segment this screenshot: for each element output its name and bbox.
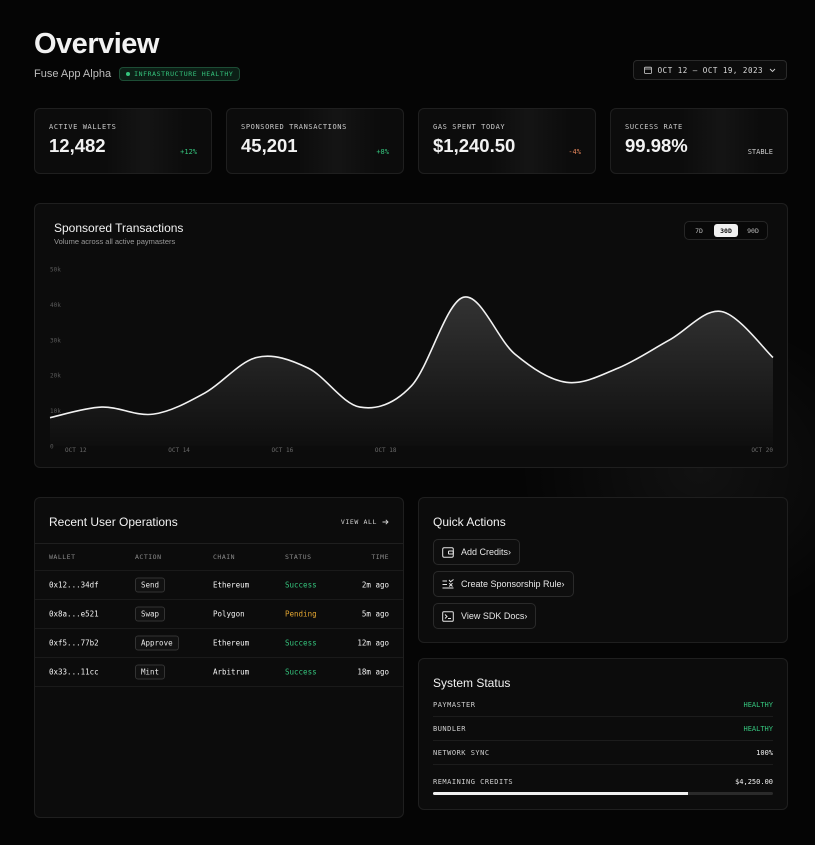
date-range-label: OCT 12 — OCT 19, 2023 [657, 65, 763, 75]
y-tick-label: 10k [50, 408, 61, 415]
stat-value: 45,201 [241, 135, 298, 156]
range-7d[interactable]: 7D [695, 226, 703, 235]
range-toggle: 7D 30D 90D [684, 221, 768, 240]
stat-value: $1,240.50 [433, 135, 516, 156]
arrow-right-icon [382, 519, 389, 525]
transactions-chart: 0 10k 20k 30k 40k 50k OCT 12 OCT 14 OCT 16 OCT 18… [49, 267, 774, 454]
chart-title: Sponsored Transactions [54, 221, 184, 235]
calendar-icon [643, 66, 652, 74]
range-30d[interactable]: 30D [714, 224, 738, 237]
terminal-icon [442, 610, 454, 622]
range-90d[interactable]: 90D [747, 226, 759, 235]
x-tick-label: OCT 20 [751, 447, 773, 454]
stat-delta: +12% [180, 148, 197, 156]
credits-progress-bar [433, 792, 773, 795]
table-row[interactable]: 0x12...34df Send Ethereum Success 2m ago [35, 571, 403, 600]
view-all-link[interactable]: VIEW ALL [341, 518, 389, 526]
y-tick-label: 40k [50, 302, 61, 309]
stat-card-gas-spent: GAS SPENT TODAY $1,240.50 -4% [418, 108, 596, 174]
view-sdk-docs-button[interactable]: View SDK Docs› [433, 603, 537, 629]
date-range-picker[interactable]: OCT 12 — OCT 19, 2023 [632, 60, 787, 80]
recent-operations-card: Recent User Operations VIEW ALL WALLET A… [34, 497, 404, 818]
chevron-down-icon [769, 68, 776, 72]
operations-title: Recent User Operations [49, 515, 178, 529]
stat-value: 12,482 [49, 135, 106, 156]
table-header: WALLET ACTION CHAIN STATUS TIME [35, 544, 403, 571]
operations-table: WALLET ACTION CHAIN STATUS TIME 0x12...3… [35, 543, 403, 687]
status-row-network-sync: NETWORK SYNC 100% [433, 741, 773, 765]
quick-actions-title: Quick Actions [433, 515, 506, 529]
stat-card-sponsored-transactions: SPONSORED TRANSACTIONS 45,201 +8% [226, 108, 404, 174]
stat-label: ACTIVE WALLETS [49, 123, 117, 131]
status-row-paymaster: PAYMASTER HEALTHY [433, 693, 773, 717]
x-tick-label: OCT 14 [168, 447, 190, 454]
series-line [49, 296, 774, 419]
status-dot-icon [126, 72, 131, 76]
stat-label: SPONSORED TRANSACTIONS [241, 123, 347, 131]
stat-delta: STABLE [747, 148, 773, 156]
page-title: Overview [34, 28, 159, 60]
table-row[interactable]: 0x8a...e521 Swap Polygon Pending 5m ago [35, 600, 403, 629]
table-row[interactable]: 0xf5...77b2 Approve Ethereum Success 12m… [35, 629, 403, 658]
status-badge: INFRASTRUCTURE HEALTHY [119, 67, 241, 81]
system-status-card: System Status PAYMASTER HEALTHY BUNDLER … [418, 658, 788, 810]
system-status-title: System Status [433, 676, 511, 690]
x-tick-label: OCT 12 [65, 447, 87, 454]
wallet-icon [442, 546, 454, 558]
x-tick-label: OCT 18 [375, 447, 397, 454]
stat-card-active-wallets: ACTIVE WALLETS 12,482 +12% [34, 108, 212, 174]
quick-actions-card: Quick Actions Add Credits› Create Sponso… [418, 497, 788, 643]
y-tick-label: 50k [50, 267, 61, 274]
stat-delta: -4% [568, 148, 581, 156]
x-tick-label: OCT 16 [272, 447, 294, 454]
rule-icon [442, 578, 454, 588]
create-sponsorship-rule-button[interactable]: Create Sponsorship Rule› [433, 571, 574, 597]
chart-card: 0 10k 20k 30k 40k 50k OCT 12 OCT 14 OCT 16 OCT 18… [34, 203, 788, 468]
stat-value: 99.98% [625, 135, 688, 156]
chart-subtitle: Volume across all active paymasters [54, 237, 176, 246]
page-subtitle: Fuse App Alpha INFRASTRUCTURE HEALTHY [34, 67, 241, 81]
y-tick-label: 20k [50, 373, 61, 380]
area-fill [50, 296, 773, 446]
add-credits-button[interactable]: Add Credits› [433, 539, 521, 565]
table-row[interactable]: 0x33...11cc Mint Arbitrum Success 18m ag… [35, 658, 403, 687]
status-row-remaining-credits: REMAINING CREDITS $4,250.00 [433, 778, 773, 786]
stat-card-success-rate: SUCCESS RATE 99.98% STABLE [610, 108, 788, 174]
y-tick-label: 0 [50, 444, 54, 451]
stat-delta: +8% [376, 148, 389, 156]
app-name: Fuse App Alpha [34, 68, 112, 80]
stat-label: GAS SPENT TODAY [433, 123, 506, 131]
y-tick-label: 30k [50, 337, 61, 344]
credits-progress-fill [433, 792, 688, 795]
stat-label: SUCCESS RATE [625, 123, 683, 131]
status-row-bundler: BUNDLER HEALTHY [433, 717, 773, 741]
